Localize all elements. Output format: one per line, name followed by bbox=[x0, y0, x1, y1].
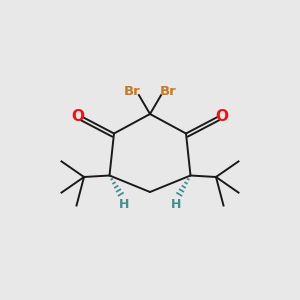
Text: Br: Br bbox=[160, 85, 176, 98]
Text: O: O bbox=[215, 109, 229, 124]
Text: O: O bbox=[71, 109, 85, 124]
Text: H: H bbox=[118, 198, 129, 211]
Text: H: H bbox=[171, 198, 182, 211]
Text: Br: Br bbox=[124, 85, 140, 98]
